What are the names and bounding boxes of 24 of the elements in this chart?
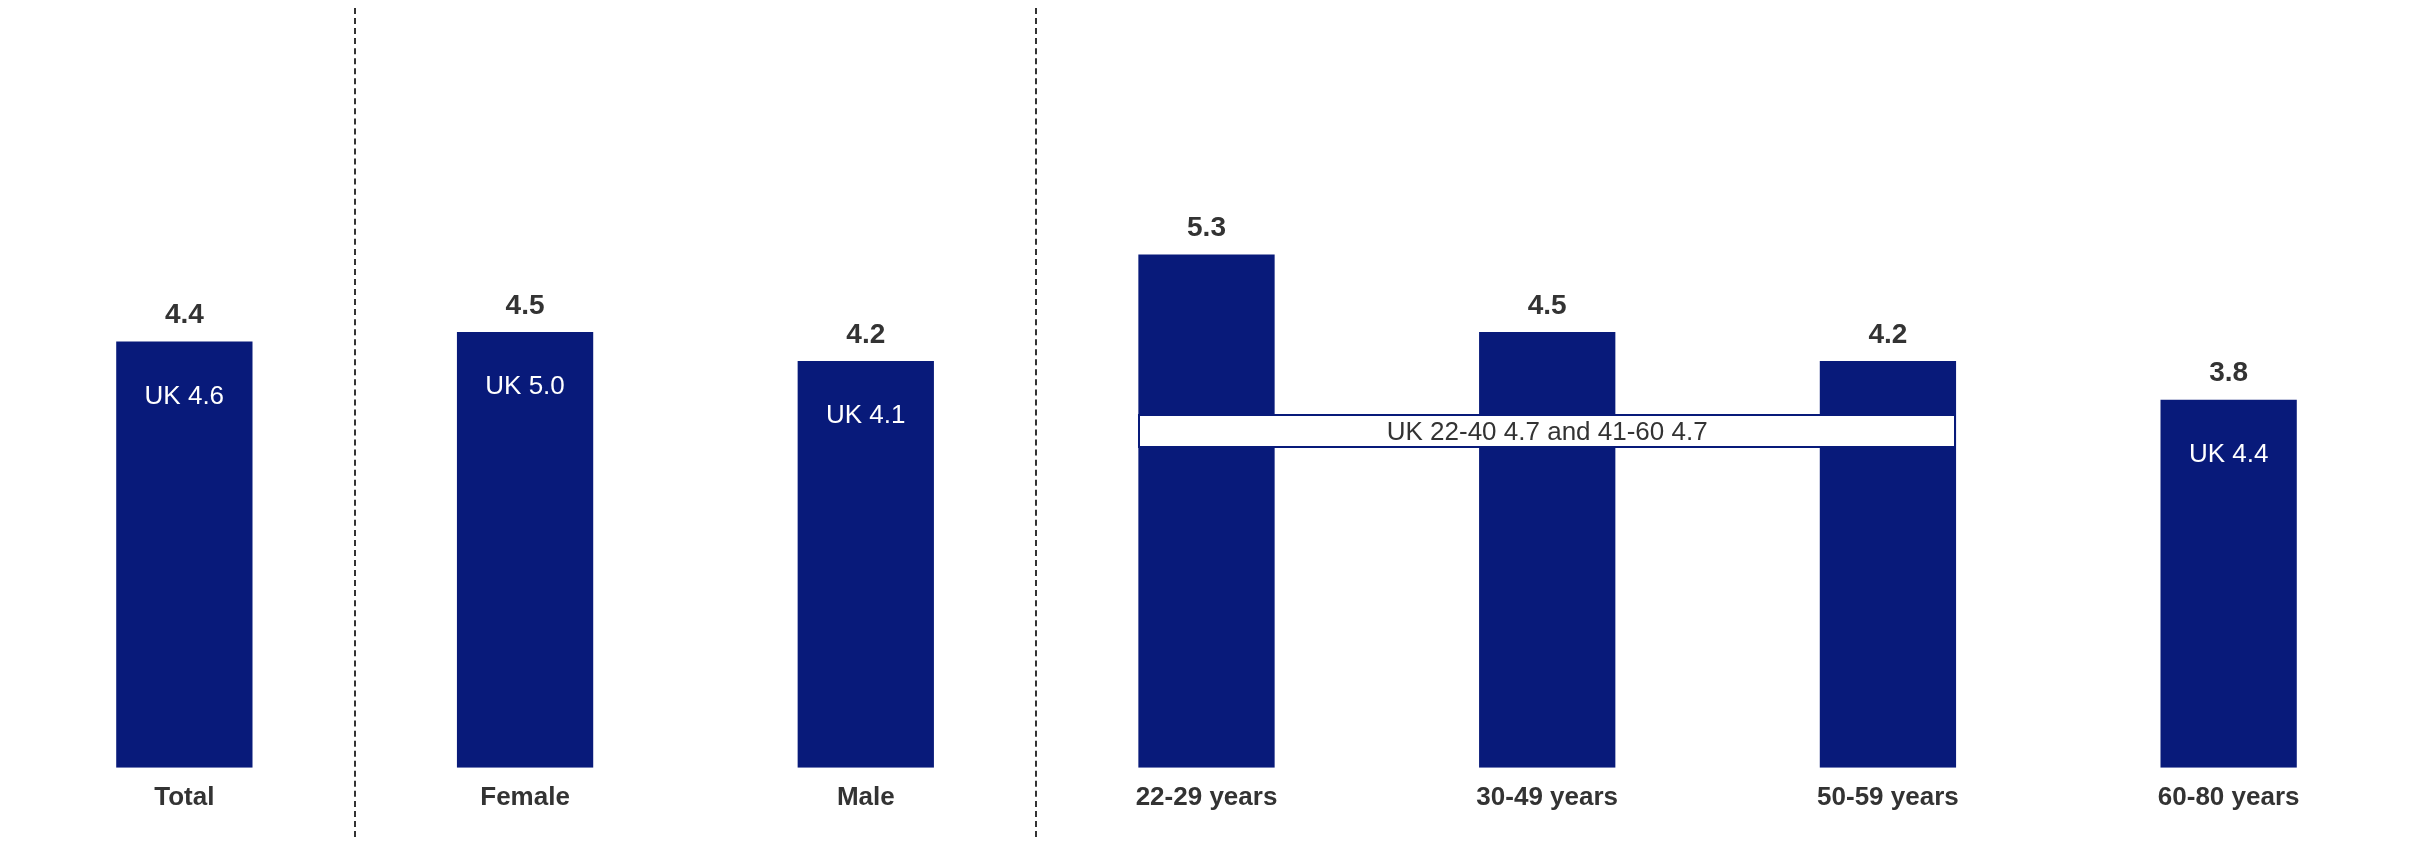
data-label: 5.3 (1187, 211, 1226, 243)
bar (2160, 399, 2297, 768)
bar (797, 360, 934, 768)
data-label: 4.4 (164, 298, 205, 330)
bar (116, 341, 253, 768)
data-label: 4.2 (1868, 317, 1908, 349)
annotation: UK 5.0 (484, 369, 566, 401)
x-tick-label: Male (836, 780, 895, 811)
x-tick-label: 30-49 years (1476, 780, 1619, 811)
data-label: 4.2 (846, 317, 886, 349)
note-box: UK 22-40 4.7 and 41-60 4.7 (1138, 413, 1957, 448)
bar (456, 331, 594, 768)
x-tick-label: 50-59 years (1817, 780, 1959, 811)
annotation: UK 4.4 (2187, 437, 2270, 469)
x-tick-label: Female (480, 780, 570, 811)
annotation: UK 4.6 (143, 379, 226, 411)
x-tick-label: Total (154, 780, 215, 811)
annotation: UK 4.1 (825, 398, 907, 430)
data-label: 3.8 (2209, 356, 2249, 388)
x-tick-label: 60-80 years (2157, 780, 2300, 811)
bar (1138, 254, 1275, 768)
x-tick-label: 22-29 years (1135, 780, 1278, 811)
data-label: 4.5 (505, 288, 545, 320)
data-label: 4.5 (1527, 288, 1567, 320)
